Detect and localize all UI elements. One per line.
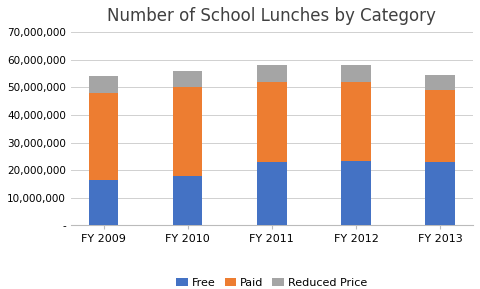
Bar — [341, 65, 371, 82]
Bar — [89, 180, 119, 225]
Bar — [257, 82, 287, 162]
Legend: Free, Paid, Reduced Price: Free, Paid, Reduced Price — [172, 273, 372, 289]
Bar — [257, 65, 287, 82]
Bar — [173, 176, 203, 225]
Bar — [425, 75, 455, 90]
Bar — [341, 82, 371, 160]
Bar — [257, 162, 287, 225]
Bar — [89, 76, 119, 93]
Bar — [173, 87, 203, 176]
Bar — [341, 160, 371, 225]
Bar — [173, 71, 203, 87]
Bar — [425, 162, 455, 225]
Bar — [425, 90, 455, 162]
Bar — [89, 93, 119, 180]
Title: Number of School Lunches by Category: Number of School Lunches by Category — [108, 7, 436, 25]
